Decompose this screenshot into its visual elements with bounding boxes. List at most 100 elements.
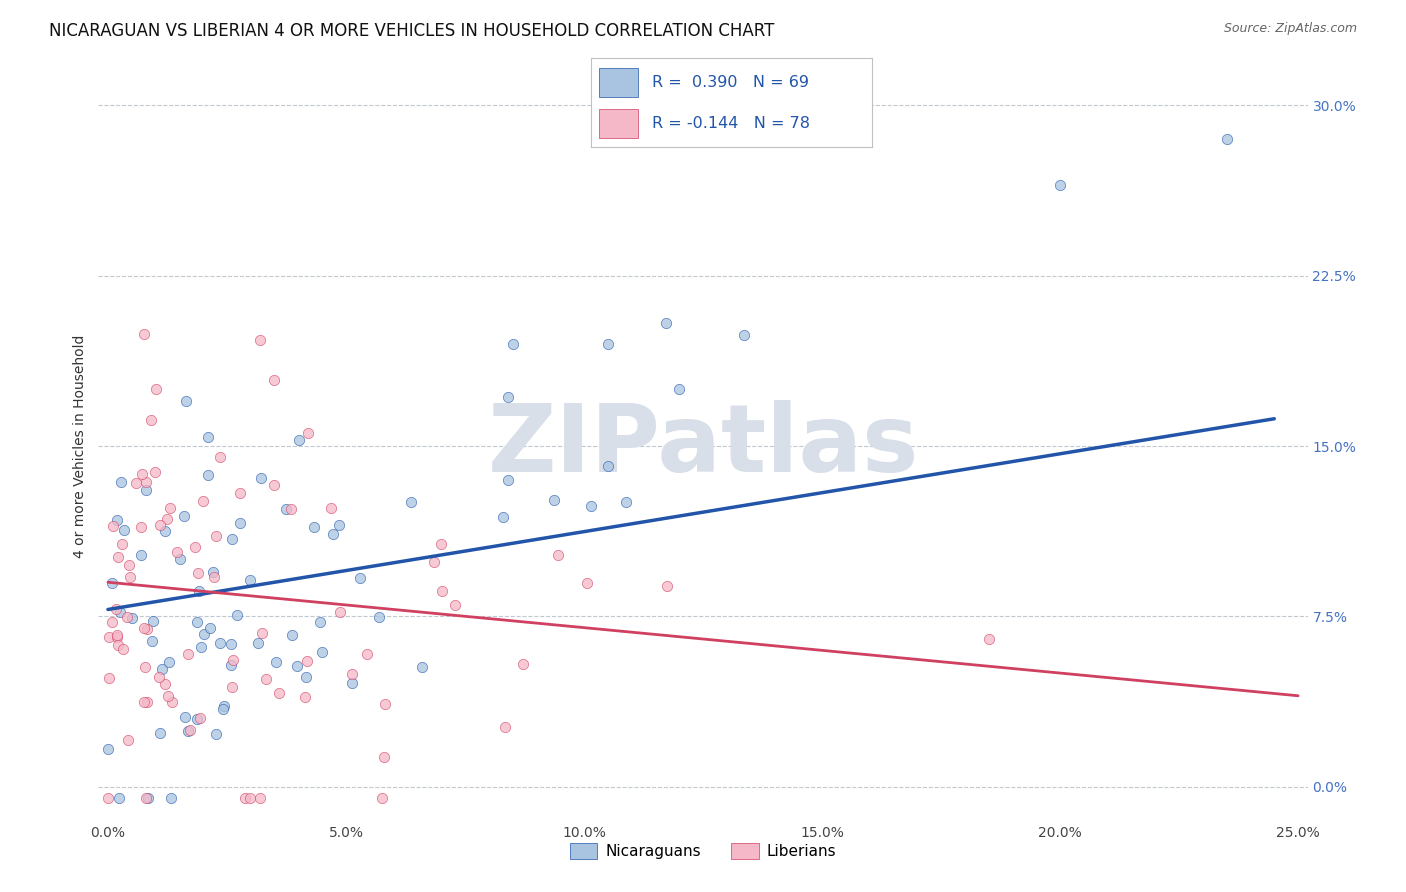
Point <box>184 540 207 554</box>
Point <box>219 636 242 650</box>
Point <box>186 712 208 726</box>
Point <box>191 494 214 508</box>
Point <box>221 657 243 672</box>
Point <box>98 630 121 644</box>
Point <box>202 565 225 579</box>
Point <box>118 558 141 572</box>
Point <box>107 638 129 652</box>
Point <box>134 791 156 805</box>
Point <box>422 555 444 569</box>
Point <box>297 425 319 440</box>
Point <box>322 526 344 541</box>
Point <box>187 566 209 580</box>
Point <box>302 520 325 534</box>
Point <box>135 483 157 497</box>
Point <box>156 512 179 526</box>
Point <box>280 501 302 516</box>
Point <box>177 647 200 661</box>
Point <box>374 697 396 711</box>
Point <box>349 571 371 585</box>
Point <box>136 695 159 709</box>
Point <box>149 726 172 740</box>
Point <box>135 475 157 489</box>
Point <box>492 509 515 524</box>
Point <box>399 495 422 509</box>
Text: Source: ZipAtlas.com: Source: ZipAtlas.com <box>1223 22 1357 36</box>
Point <box>110 475 132 489</box>
Point <box>328 518 350 533</box>
Point <box>1049 178 1071 192</box>
Point <box>252 626 274 640</box>
Point <box>190 640 212 655</box>
Text: R = -0.144   N = 78: R = -0.144 N = 78 <box>652 116 810 130</box>
Point <box>655 316 678 330</box>
Point <box>1215 132 1237 146</box>
Point <box>977 632 1000 646</box>
Point <box>143 465 166 479</box>
Point <box>254 673 277 687</box>
Point <box>496 391 519 405</box>
Point <box>101 575 124 590</box>
Point <box>159 791 181 805</box>
Point <box>494 720 516 734</box>
Point <box>263 373 285 387</box>
Text: R =  0.390   N = 69: R = 0.390 N = 69 <box>652 75 810 89</box>
Point <box>132 695 155 709</box>
Point <box>121 610 143 624</box>
Point <box>576 576 599 591</box>
Point <box>276 502 298 516</box>
Point <box>105 513 128 527</box>
Point <box>263 478 285 492</box>
Point <box>287 659 309 673</box>
Point <box>212 698 235 713</box>
Point <box>239 573 262 587</box>
Point <box>288 433 311 447</box>
Point <box>129 548 152 562</box>
Point <box>159 655 181 669</box>
Point <box>222 652 245 666</box>
Point <box>200 621 222 635</box>
Point <box>105 628 128 642</box>
Point <box>97 791 120 805</box>
Point <box>543 493 565 508</box>
Point <box>132 326 155 341</box>
Point <box>110 605 132 619</box>
Point <box>281 628 304 642</box>
Point <box>188 711 211 725</box>
Point <box>193 627 215 641</box>
Point <box>177 724 200 739</box>
Point <box>502 336 524 351</box>
Point <box>212 701 235 715</box>
Point <box>150 662 173 676</box>
Point <box>111 537 134 551</box>
Point <box>311 646 333 660</box>
Point <box>104 602 127 616</box>
Point <box>134 660 156 674</box>
Point <box>249 791 271 805</box>
Point <box>148 670 170 684</box>
Point <box>153 524 176 538</box>
Point <box>174 393 197 408</box>
Point <box>616 495 638 509</box>
Point <box>117 610 139 624</box>
Point <box>101 519 124 533</box>
Point <box>581 499 603 513</box>
Point <box>321 500 343 515</box>
Point <box>129 520 152 534</box>
Point <box>250 471 273 485</box>
Point <box>368 610 391 624</box>
Point <box>205 529 228 543</box>
Point <box>202 569 225 583</box>
Point <box>149 517 172 532</box>
Point <box>107 550 129 565</box>
Point <box>329 605 352 619</box>
FancyBboxPatch shape <box>599 109 638 138</box>
FancyBboxPatch shape <box>599 68 638 97</box>
Point <box>547 548 569 562</box>
Point <box>430 537 453 551</box>
Point <box>371 791 394 805</box>
Point <box>308 615 330 630</box>
Point <box>166 545 188 559</box>
Point <box>153 677 176 691</box>
Point <box>498 473 520 487</box>
